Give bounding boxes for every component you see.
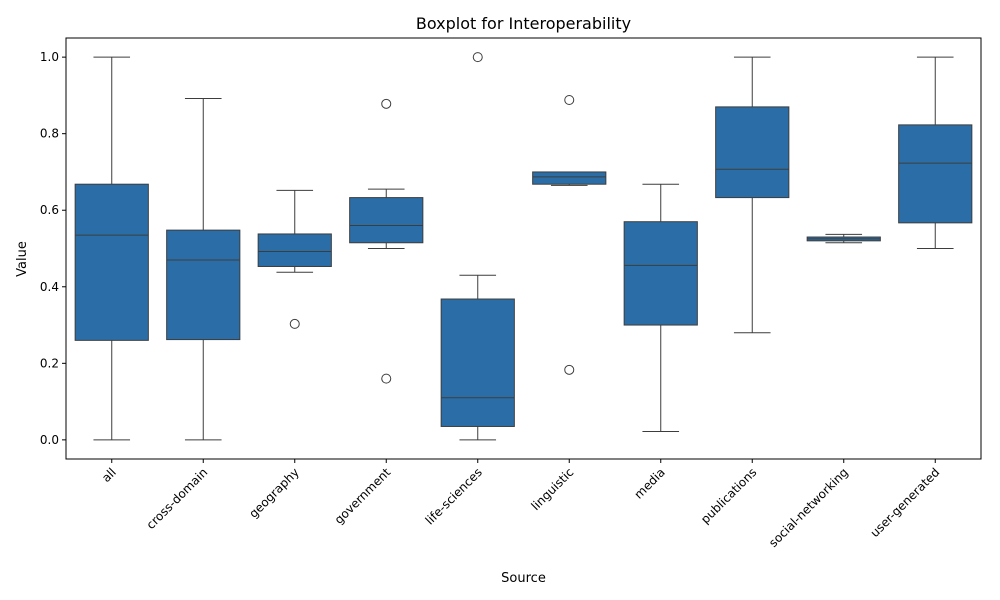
box (349, 197, 424, 244)
y-tick-label: 0.2 (40, 356, 59, 370)
box-group-geography (257, 189, 332, 329)
box-group-government (349, 98, 424, 384)
outlier-point (564, 95, 575, 106)
box-group-publications (715, 56, 790, 334)
outlier-point (564, 364, 575, 375)
y-tick-label: 0.8 (40, 127, 59, 141)
box (898, 124, 973, 224)
box-group-linguistic (532, 95, 607, 375)
box (74, 183, 149, 341)
y-axis-label: Value (15, 241, 30, 277)
box-group-all (74, 56, 149, 441)
box (257, 233, 332, 267)
outlier-point (289, 318, 300, 329)
box (166, 229, 241, 341)
y-tick-label: 0.6 (40, 203, 59, 217)
box (532, 171, 607, 185)
y-tick-label: 0.4 (40, 280, 59, 294)
box (623, 221, 698, 326)
box-group-media (623, 183, 698, 432)
y-axis: 0.0 0.2 0.4 0.6 0.8 1.0 (40, 50, 66, 447)
y-tick-label: 1.0 (40, 50, 59, 64)
x-axis-label: Source (501, 571, 546, 586)
outlier-point (381, 98, 392, 109)
box-group-social-networking (806, 233, 881, 244)
chart-title: Boxplot for Interoperability (416, 14, 631, 33)
y-tick-label: 0.0 (40, 433, 59, 447)
box-group-life-sciences (440, 52, 515, 441)
outlier-point (472, 52, 483, 63)
outlier-point (381, 373, 392, 384)
box (715, 106, 790, 199)
plot-area (74, 52, 973, 441)
box-group-cross-domain (166, 97, 241, 441)
plot-frame (65, 37, 982, 460)
box (440, 298, 515, 427)
box-group-user-generated (898, 56, 973, 249)
